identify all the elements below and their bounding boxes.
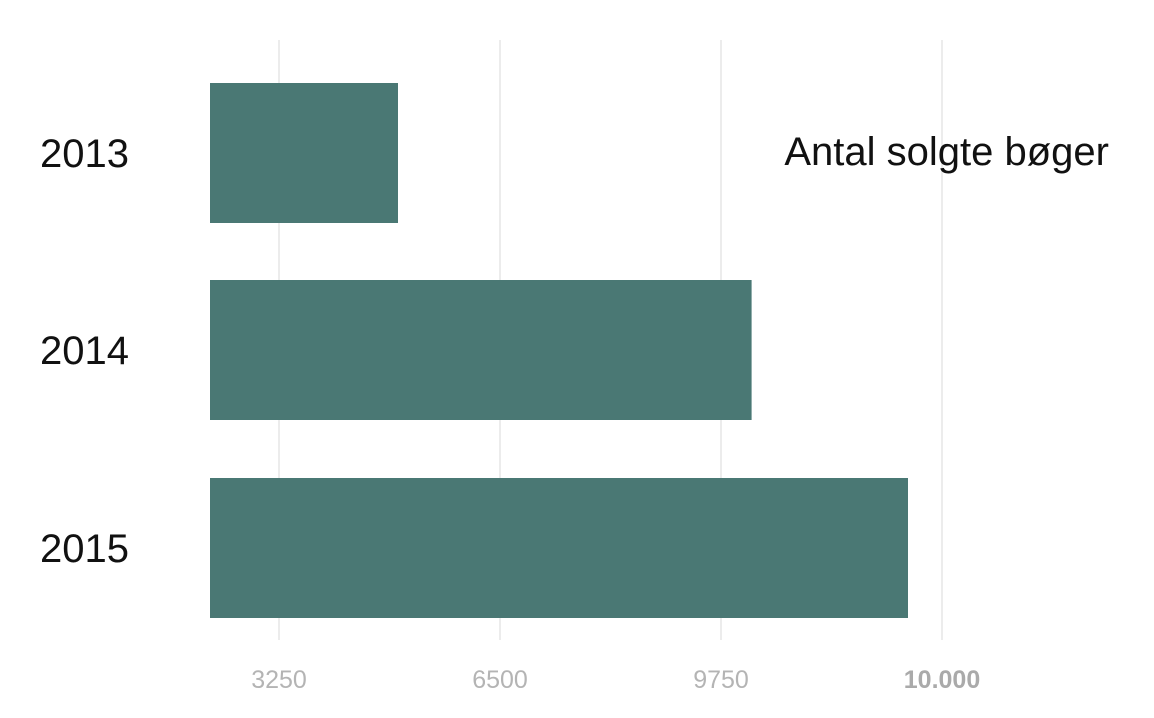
category-label-2015: 2015	[40, 527, 129, 571]
chart-title: Antal solgte bøger	[784, 130, 1109, 174]
category-label-2014: 2014	[40, 329, 129, 373]
bar-2015	[210, 478, 908, 618]
bars	[210, 83, 908, 618]
x-tick-labels: 3250 6500 9750 10.000	[251, 666, 980, 694]
bar-2013	[210, 83, 398, 223]
category-labels: 2013 2014 2015	[40, 132, 129, 571]
x-tick-label-9750: 9750	[693, 666, 749, 694]
category-label-2013: 2013	[40, 132, 129, 176]
x-tick-label-10.000: 10.000	[904, 666, 980, 694]
bar-2014	[210, 280, 752, 420]
x-tick-label-3250: 3250	[251, 666, 307, 694]
x-tick-label-6500: 6500	[472, 666, 528, 694]
